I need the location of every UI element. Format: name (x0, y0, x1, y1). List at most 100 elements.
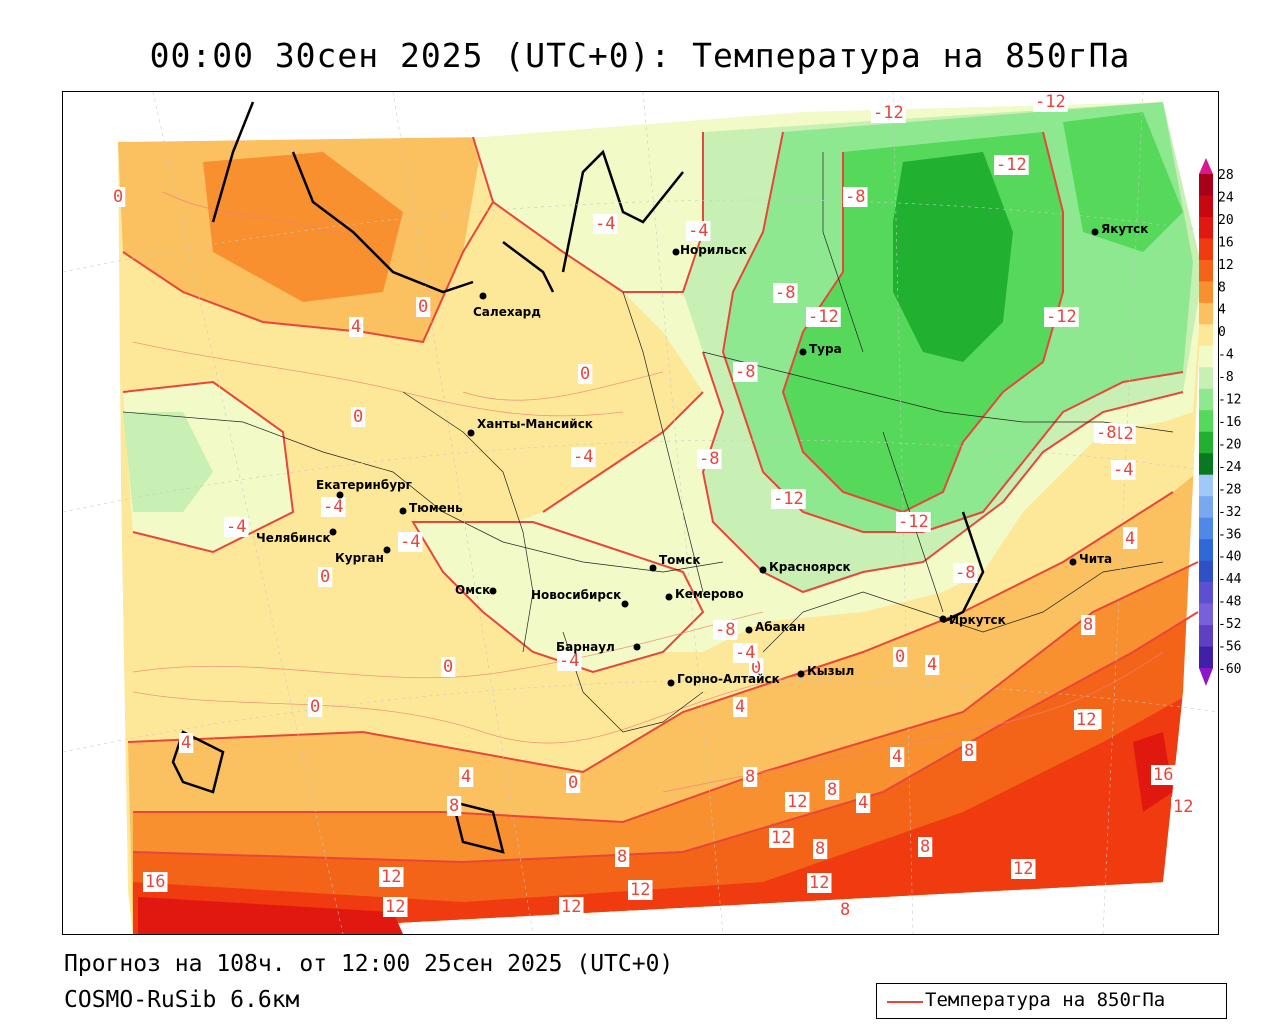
contour-label-box (179, 733, 194, 753)
contour-label: 12 (1013, 859, 1033, 879)
contour-label: 0 (418, 297, 428, 317)
city-marker: Иркутск (939, 613, 1006, 627)
colorbar-tick-label: -12 (1218, 393, 1241, 408)
colorbar-cell (1199, 281, 1213, 304)
colorbar-tick-label: -52 (1218, 617, 1241, 632)
city-label: Абакан (755, 620, 805, 634)
colorbar-cell (1199, 646, 1213, 669)
contour-label: 0 (353, 407, 363, 427)
city-label: Горно-Алтайск (677, 672, 780, 686)
contour-label-box (1151, 765, 1176, 785)
colorbar-cell (1199, 453, 1213, 475)
contour-label-box (111, 187, 126, 207)
map-title: 00:00 30сен 2025 (UTC+0): Температура на… (149, 36, 1131, 75)
city-label: Новосибирск (531, 588, 621, 602)
contour-label: 12 (1173, 797, 1193, 817)
contour-label: 8 (617, 847, 627, 867)
colorbar-tick-label: -56 (1218, 640, 1241, 655)
colorbar-tick-label: -48 (1218, 595, 1241, 610)
contour-label-box (769, 828, 794, 848)
contour-label-box (571, 447, 596, 467)
contour-label-box (351, 407, 366, 427)
contour-label-box (838, 900, 853, 920)
contour-label-box (1033, 92, 1068, 112)
legend-label: Температура на 850гПа (925, 989, 1166, 1011)
contour-label-layer: -12 -12 -12 -8 -12 -4 -8 -12 -12 -8 -8 -… (111, 92, 1196, 920)
contour-label-box (918, 837, 933, 857)
contour-label: -4 (595, 214, 615, 234)
city-label: Курган (335, 551, 384, 565)
city-marker: Красноярск (759, 560, 851, 574)
contour-label-box (593, 214, 618, 234)
legend: Температура на 850гПа (876, 983, 1227, 1019)
colorbar-tick-label: 12 (1218, 258, 1234, 273)
contour-label-box (308, 697, 323, 717)
contour-label: 0 (320, 567, 330, 587)
colorbar-cell (1199, 216, 1213, 239)
contour-label-box (318, 567, 333, 587)
colorbar-cell (1199, 560, 1213, 583)
contour-label: -4 (226, 517, 246, 537)
contour-label-box (557, 651, 582, 671)
colorbar-bottom-arrow (1199, 668, 1213, 686)
contour-label-box (1074, 710, 1099, 730)
contour-label-box (813, 839, 828, 859)
colorbar-cell (1199, 517, 1213, 540)
colorbar-cell (1199, 625, 1213, 647)
contour-label: 0 (113, 187, 123, 207)
city-label: Якутск (1101, 222, 1148, 236)
city-marker: Омск (455, 583, 497, 597)
contour-label: -12 (773, 489, 804, 509)
city-marker: Салехард (473, 292, 541, 319)
model-name: COSMO-RuSib 6.6км (64, 987, 300, 1013)
contour-label: 4 (927, 655, 937, 675)
colorbar-tick-label: -40 (1218, 550, 1241, 565)
contour-label: 12 (771, 828, 791, 848)
temperature-colorbar: 28 24 20 16 12 8 4 0 -4 -8 -12 -16 -20 -24 -28 -32 -36 -4… (1198, 158, 1278, 688)
contour-label: 8 (745, 767, 755, 787)
contour-label-box (925, 655, 940, 675)
colorbar-cell (1199, 174, 1213, 196)
contour-label-box (615, 847, 630, 867)
colorbar-tick-label: -20 (1218, 437, 1241, 452)
city-label: Челябинск (256, 531, 331, 545)
temperature-map: -12 -12 -12 -8 -12 -4 -8 -12 -12 -8 -8 -… (62, 91, 1219, 935)
contour-label: 4 (1125, 529, 1135, 549)
colorbar-cell (1199, 582, 1213, 604)
colorbar-cell (1199, 474, 1213, 497)
colorbar-cell (1199, 539, 1213, 561)
contour-label-box (962, 741, 977, 761)
colorbar-cell (1199, 367, 1213, 390)
contour-label: -8 (775, 283, 795, 303)
contour-label: 16 (1153, 765, 1173, 785)
city-label: Екатеринбург (316, 478, 412, 492)
city-marker: Тура (799, 342, 842, 356)
colorbar-tick-label: -32 (1218, 505, 1241, 520)
contour-label: -8 (955, 563, 975, 583)
contour-label-box (628, 880, 653, 900)
contour-label: 4 (461, 767, 471, 787)
contour-label: 4 (735, 697, 745, 717)
city-marker: Барнаул (556, 640, 641, 654)
city-label: Норильск (680, 243, 747, 257)
colorbar-tick-label: -36 (1218, 527, 1241, 542)
contour-label-box (806, 307, 841, 327)
contour-label: -12 (898, 512, 929, 532)
colorbar-cell (1199, 195, 1213, 218)
contour-label: -12 (1046, 307, 1077, 327)
contour-label: 4 (858, 793, 868, 813)
contour-label-box (1081, 615, 1096, 635)
colorbar-cell (1199, 388, 1213, 411)
city-marker: Тюмень (399, 501, 463, 515)
colorbar-tick-label: -24 (1218, 460, 1242, 475)
contour-label: 8 (815, 839, 825, 859)
colorbar-tick-label: 4 (1218, 303, 1226, 318)
city-marker: Курган (335, 546, 391, 565)
contour-label-box (398, 532, 423, 552)
contour-label-box (441, 657, 456, 677)
colorbar-tick-label: 0 (1218, 325, 1226, 340)
contour-label-box (871, 103, 906, 123)
contour-label-box (713, 620, 738, 640)
colorbar-tick-label: -44 (1218, 572, 1242, 587)
forecast-info: Прогноз на 108ч. от 12:00 25сен 2025 (UT… (64, 951, 674, 977)
